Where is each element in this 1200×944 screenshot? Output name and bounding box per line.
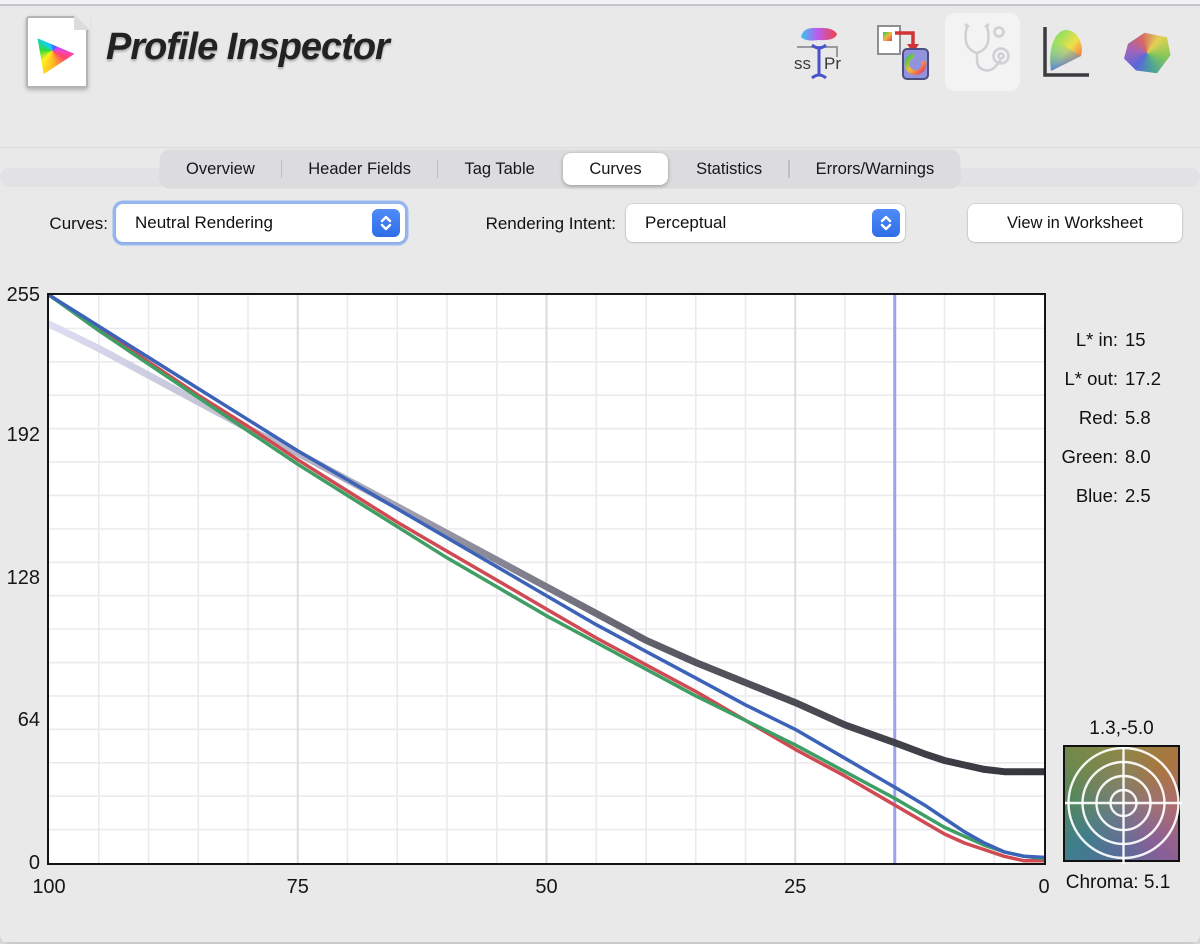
- readout-row: Red: 5.8: [1048, 398, 1166, 437]
- page-fold: [74, 14, 90, 30]
- rendering-intent-label: Rendering Intent:: [485, 214, 616, 233]
- curves-dropdown[interactable]: Neutral Rendering: [116, 204, 405, 242]
- chroma-target: [1063, 745, 1182, 864]
- curve-green: [49, 295, 1044, 861]
- chroma-value-label: Chroma: 5.1: [1048, 872, 1188, 894]
- chroma-label: Chroma:: [1065, 872, 1139, 893]
- curves-chart[interactable]: [47, 293, 1046, 865]
- readout-row: Blue: 2.5: [1048, 476, 1166, 515]
- chroma-value: 5.1: [1143, 872, 1171, 893]
- readout-label: Green:: [1061, 445, 1118, 467]
- window-top-separator: [0, 4, 1200, 6]
- tab-header-fields[interactable]: Header Fields: [308, 159, 411, 178]
- rename-profile-button[interactable]: ss Pr: [792, 22, 850, 84]
- tab-overview[interactable]: Overview: [186, 159, 255, 178]
- tab-separator: [436, 160, 439, 178]
- tab-errors-warnings[interactable]: Errors/Warnings: [815, 159, 935, 178]
- cursor-readouts: L* in: 15 L* out: 17.2 Red: 5.8 Green: 8.0 Blue:…: [1048, 320, 1166, 515]
- curve-blue: [49, 295, 1044, 860]
- x-tick-0: 0: [1038, 876, 1050, 898]
- y-tick-255: 255: [6, 284, 40, 306]
- readout-label: Red:: [1078, 406, 1118, 428]
- rendering-intent-dropdown-value: Perceptual: [645, 213, 727, 232]
- assign-profile-icon: [877, 25, 929, 80]
- readout-value: 8.0: [1125, 445, 1151, 467]
- curves-dropdown-value: Neutral Rendering: [135, 213, 273, 232]
- app-icon: [26, 14, 90, 88]
- gamut-3d-icon: [1124, 32, 1171, 74]
- header-separator: [0, 147, 1200, 148]
- tab-curves[interactable]: Curves: [563, 153, 668, 185]
- x-tick-75: 75: [286, 876, 309, 898]
- tab-separator: [788, 160, 790, 178]
- curves-chart-svg: [49, 295, 1044, 863]
- x-tick-50: 50: [535, 876, 558, 898]
- svg-text:Pr: Pr: [824, 54, 841, 73]
- readout-row: Green: 8.0: [1048, 437, 1166, 476]
- view-in-worksheet-button[interactable]: View in Worksheet: [968, 204, 1182, 242]
- readout-label: Blue:: [1075, 484, 1118, 506]
- tab-bar: Overview Header Fields Tag Table Curves Stat…: [160, 150, 961, 188]
- page-title: Profile Inspector: [106, 26, 390, 68]
- chevron-up-down-icon: [372, 209, 400, 237]
- svg-text:ss: ss: [794, 54, 811, 73]
- chromaticity-diagram-button[interactable]: [1036, 22, 1094, 84]
- ab-coordinates-label: 1.3,-5.0: [1089, 718, 1154, 739]
- rename-profile-icon: ss Pr: [794, 27, 841, 80]
- y-tick-128: 128: [6, 566, 40, 589]
- readout-value: 5.8: [1125, 406, 1151, 428]
- y-tick-64: 64: [17, 709, 40, 732]
- gamut-3d-button[interactable]: [1118, 22, 1176, 84]
- y-tick-0: 0: [28, 852, 40, 874]
- curve-neutral-lightness: [49, 320, 1044, 776]
- chroma-target-reticle: [1065, 747, 1182, 864]
- tab-tag-table[interactable]: Tag Table: [464, 159, 535, 178]
- window-top-edge: [0, 0, 1200, 4]
- tab-statistics[interactable]: Statistics: [696, 159, 763, 178]
- y-tick-192: 192: [6, 424, 40, 447]
- assign-profile-button[interactable]: [874, 22, 932, 84]
- readout-label: L* in:: [1075, 328, 1118, 350]
- window-bottom-edge: [0, 942, 1200, 944]
- profile-doctor-button[interactable]: [955, 20, 1013, 82]
- readout-value: 15: [1125, 328, 1146, 350]
- x-tick-25: 25: [784, 876, 807, 898]
- stethoscope-icon: [964, 23, 1010, 72]
- readout-label: L* out:: [1064, 367, 1119, 389]
- x-tick-100: 100: [32, 876, 66, 898]
- rendering-intent-dropdown[interactable]: Perceptual: [626, 204, 905, 242]
- readout-value: 2.5: [1125, 484, 1151, 506]
- curve-red: [49, 295, 1044, 863]
- curves-label: Curves:: [49, 214, 108, 233]
- chromaticity-diagram-icon: [1043, 27, 1089, 77]
- chevron-up-down-icon: [872, 209, 900, 237]
- tab-separator: [280, 160, 283, 178]
- readout-value: 17.2: [1125, 367, 1162, 389]
- readout-row: L* out: 17.2: [1048, 359, 1166, 398]
- readout-row: L* in: 15: [1048, 320, 1166, 359]
